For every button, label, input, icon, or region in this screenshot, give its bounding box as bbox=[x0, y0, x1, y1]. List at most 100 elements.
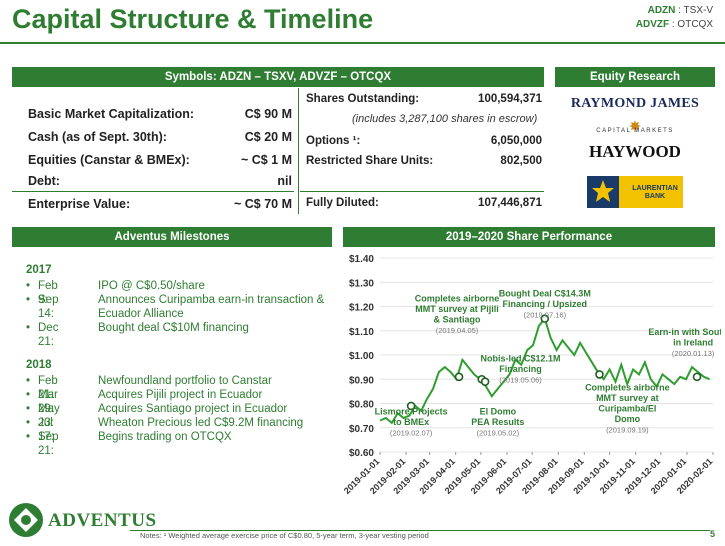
y-tick-label: $1.20 bbox=[349, 303, 374, 314]
adventus-logo-icon bbox=[9, 503, 43, 537]
event-marker bbox=[692, 372, 702, 382]
milestone-date: Jul 17: bbox=[38, 417, 54, 443]
options-value: 6,050,000 bbox=[490, 135, 542, 147]
adventus-logo-text: ADVENTUS bbox=[48, 510, 157, 531]
event-label: PEA Results bbox=[471, 417, 524, 427]
diluted-label: Fully Diluted: bbox=[306, 197, 379, 209]
milestone-desc: IPO @ C$0.50/share bbox=[98, 280, 205, 292]
event-label: Earn-in with South32 bbox=[648, 327, 721, 337]
milestone-desc: Begins trading on OTCQX bbox=[98, 431, 232, 443]
milestones-band: Adventus Milestones bbox=[12, 227, 332, 247]
milestone-date: Sep 14: bbox=[38, 294, 59, 320]
event-label: Nobis-led C$12.1M bbox=[481, 353, 561, 363]
milestone-year-2018: 2018 bbox=[26, 359, 52, 371]
rsu-value: 802,500 bbox=[500, 155, 542, 167]
cap-label-1: Cash (as of Sept. 30th): bbox=[28, 130, 167, 144]
cap-label-0: Basic Market Capitalization: bbox=[28, 107, 195, 121]
y-tick-label: $1.00 bbox=[349, 351, 374, 362]
page-number: 5 bbox=[709, 529, 715, 539]
event-label: Completes airborne bbox=[415, 294, 500, 304]
footnote: Notes: ¹ Weighted average exercise price… bbox=[140, 531, 429, 540]
raymond-james-logo: RAYMOND JAMES bbox=[570, 96, 700, 111]
ticker-tsxv-symbol: ADZN bbox=[647, 5, 676, 16]
milestone-desc: Newfoundland portfolio to Canstar bbox=[98, 375, 272, 387]
shares-outstanding-label: Shares Outstanding: bbox=[306, 93, 420, 105]
event-label: Curipamba/El bbox=[598, 404, 656, 414]
cap-label-4: Enterprise Value: bbox=[28, 197, 131, 211]
title-rule bbox=[0, 42, 725, 44]
escrow-note: (includes 3,287,100 shares in escrow) bbox=[352, 113, 538, 125]
event-label: El Domo bbox=[480, 406, 517, 416]
event-label: Lismore Projects bbox=[375, 406, 448, 416]
laurentian-bank-text: LAURENTIAN BANK bbox=[632, 185, 678, 200]
research-logos: RAYMOND JAMES CAPITAL MARKETS HAYWOOD LA… bbox=[555, 90, 715, 215]
symbols-band: Symbols: ADZN – TSXV, ADVZF – OTCQX bbox=[12, 67, 544, 87]
y-tick-label: $1.30 bbox=[349, 278, 374, 289]
laurentian-bank-logo: LAURENTIAN BANK bbox=[587, 176, 683, 208]
cap-label-2: Equities (Canstar & BMEx): bbox=[28, 153, 190, 167]
event-date: (2019.09.19) bbox=[606, 426, 649, 435]
event-marker bbox=[454, 372, 464, 382]
event-date: (2019.05.02) bbox=[477, 428, 520, 437]
cap-divider bbox=[12, 191, 294, 192]
ticker-tsxv-exchange: : TSX-V bbox=[678, 5, 713, 16]
maple-leaf-icon bbox=[629, 120, 641, 132]
cap-value-2: ~ C$ 1 M bbox=[240, 153, 292, 167]
page-title: Capital Structure & Timeline bbox=[12, 4, 374, 34]
y-tick-label: $0.70 bbox=[349, 424, 374, 435]
cap-value-4: ~ C$ 70 M bbox=[233, 197, 292, 211]
y-tick-label: $0.80 bbox=[349, 400, 374, 411]
performance-band: 2019–2020 Share Performance bbox=[343, 227, 715, 247]
options-label: Options ¹: bbox=[306, 135, 361, 147]
footer-rule bbox=[130, 530, 710, 531]
y-tick-label: $0.60 bbox=[349, 448, 374, 459]
event-label: Bought Deal C$14.3M bbox=[499, 288, 591, 298]
milestone-desc: Wheaton Precious led C$9.2M financing bbox=[98, 417, 304, 429]
event-marker bbox=[406, 401, 416, 411]
milestone-desc: Acquires Pijili project in Ecuador bbox=[98, 389, 263, 401]
milestone-desc: Bought deal C$10M financing bbox=[98, 322, 249, 334]
cap-value-0: C$ 90 M bbox=[244, 107, 292, 121]
shares-divider bbox=[300, 191, 544, 192]
equity-research-band: Equity Research bbox=[555, 67, 715, 87]
ticker-otc-symbol: ADVZF bbox=[635, 19, 670, 30]
laurentian-bank-icon bbox=[587, 176, 683, 208]
milestone-date: Feb 21: bbox=[38, 375, 58, 401]
event-label: Completes airborne bbox=[585, 383, 670, 393]
event-label: to BMEx bbox=[393, 417, 429, 427]
milestone-date: Sep 21: bbox=[38, 431, 59, 457]
cap-value-1: C$ 20 M bbox=[244, 130, 292, 144]
ticker-block: ADZN : TSX-V ADVZF : OTCQX bbox=[636, 4, 713, 32]
event-label: Domo bbox=[615, 414, 641, 424]
event-label: in Ireland bbox=[673, 338, 713, 348]
milestone-date: Dec 21: bbox=[38, 322, 59, 348]
y-tick-label: $1.10 bbox=[349, 327, 374, 338]
rsu-label: Restricted Share Units: bbox=[306, 155, 434, 167]
event-date: (2020.01.13) bbox=[672, 349, 715, 358]
milestone-desc: Acquires Santiago project in Ecuador bbox=[98, 403, 288, 415]
haywood-capital-markets: CAPITAL MARKETS bbox=[596, 128, 674, 134]
cap-value-3: nil bbox=[277, 174, 292, 188]
ticker-otc-exchange: : OTCQX bbox=[671, 19, 713, 30]
event-label: Financing / Upsized bbox=[503, 299, 588, 309]
milestone-date: Mar 29: bbox=[38, 389, 58, 415]
event-date: (2019.05.06) bbox=[499, 375, 542, 384]
share-performance-chart: $0.60 $0.70 $0.80 $0.90 $1.00 $1.10 $1.20 $1.30… bbox=[342, 254, 721, 496]
milestone-date: Feb 9: bbox=[38, 280, 58, 306]
event-marker bbox=[540, 314, 550, 323]
table-separator bbox=[298, 88, 299, 214]
event-date: (2019.07.16) bbox=[524, 310, 567, 319]
cap-label-3: Debt: bbox=[28, 174, 60, 188]
y-tick-label: $1.40 bbox=[349, 254, 374, 265]
milestone-year-2017: 2017 bbox=[26, 264, 52, 276]
event-label: MMT survey at bbox=[596, 393, 659, 403]
event-date: (2019.02.07) bbox=[390, 428, 433, 437]
milestone-desc: Announces Curipamba earn-in transaction … bbox=[98, 294, 325, 320]
diluted-value: 107,446,871 bbox=[478, 197, 542, 209]
event-date: (2019.04.05) bbox=[436, 326, 479, 335]
milestone-date: May 23: bbox=[38, 403, 60, 429]
event-marker bbox=[595, 370, 604, 379]
event-label: MMT survey at Pijili bbox=[415, 304, 499, 314]
y-tick-label: $0.90 bbox=[349, 375, 374, 386]
event-label: & Santiago bbox=[434, 315, 482, 325]
